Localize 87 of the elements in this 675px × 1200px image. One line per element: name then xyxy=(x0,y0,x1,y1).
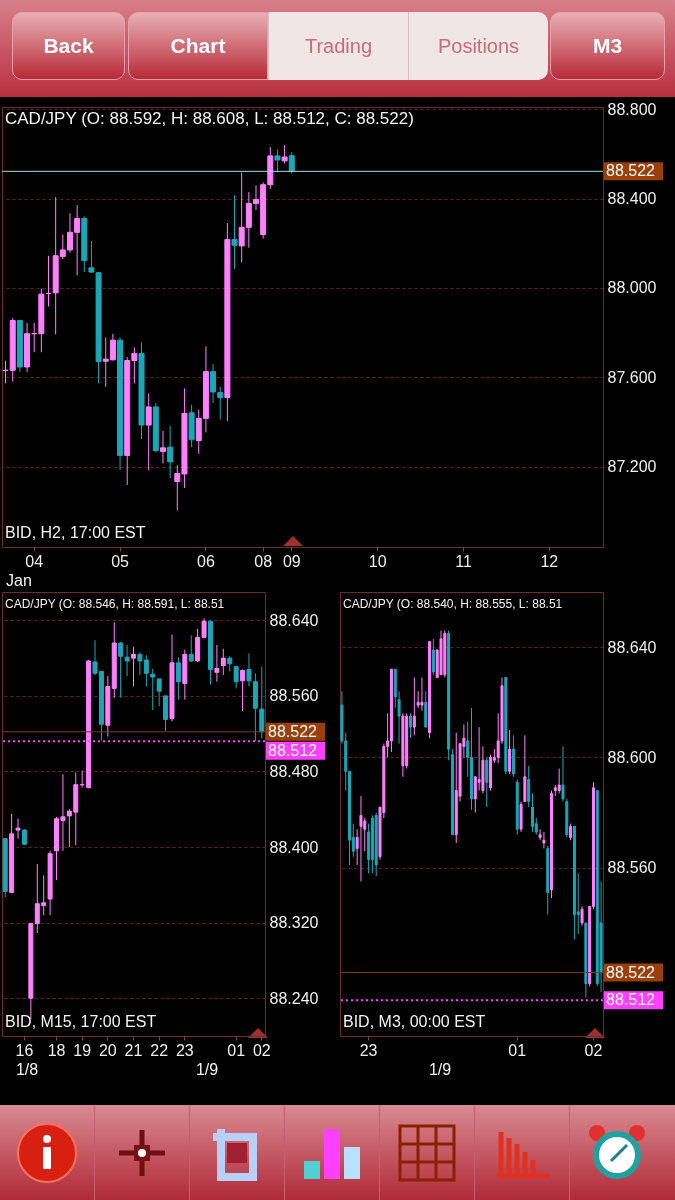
timeframe-button: M3 xyxy=(550,12,665,80)
candlestick xyxy=(530,792,534,833)
y-tick-label: 88.400 xyxy=(607,190,657,208)
y-tick-label: 88.400 xyxy=(269,838,319,856)
candlestick xyxy=(281,144,288,165)
x-tick-label: 02 xyxy=(584,1041,603,1059)
text: BID, M3, 00:00 EST xyxy=(343,1013,486,1030)
candlestick xyxy=(124,644,130,677)
candlestick xyxy=(485,756,489,808)
x-tick-label: 20 xyxy=(98,1041,117,1059)
text: 1/9 xyxy=(428,1061,452,1078)
candlestick xyxy=(359,795,363,883)
candlestick xyxy=(175,656,181,701)
y-tick-label: 88.320 xyxy=(269,914,319,932)
y-tick-label: 88.240 xyxy=(269,989,319,1007)
candlestick xyxy=(431,638,435,676)
candlestick xyxy=(156,678,162,707)
candlestick xyxy=(580,905,584,927)
ref-line-label: 88.522 xyxy=(606,162,656,180)
candlestick xyxy=(131,646,136,687)
candlestick xyxy=(118,641,124,699)
x-tick-label: 01 xyxy=(508,1041,527,1059)
candlestick xyxy=(15,818,21,840)
ref-line-label: 88.522 xyxy=(268,722,318,740)
x-tick-label: 04 xyxy=(25,552,44,570)
y-tick-label: 87.200 xyxy=(607,458,657,476)
y-tick-label: 88.640 xyxy=(607,638,657,656)
back-button: Back xyxy=(12,12,125,80)
text: BID, H2, 17:00 EST xyxy=(5,524,146,541)
y-tick-label: 88.000 xyxy=(607,279,657,297)
candlestick xyxy=(167,425,174,479)
candlestick xyxy=(527,765,531,808)
x-tick-label: 02 xyxy=(252,1041,271,1059)
y-tick-label: 88.560 xyxy=(607,859,657,877)
y-tick-label: 88.560 xyxy=(269,687,319,705)
chart-title: CAD/JPY (O: 88.546, H: 88.591, L: 88.51 xyxy=(5,597,225,611)
candlestick xyxy=(240,668,246,712)
chart-tab: Chart xyxy=(128,12,268,80)
candlestick xyxy=(557,768,561,794)
text: 1/8 xyxy=(15,1061,39,1078)
positions-tab: Positions xyxy=(408,12,548,80)
x-tick-label: 12 xyxy=(540,552,559,570)
candlestick xyxy=(288,151,295,175)
x-tick-label: 11 xyxy=(455,552,472,570)
candlestick xyxy=(409,712,413,739)
x-tick-label: 08 xyxy=(254,552,273,570)
x-tick-label: 23 xyxy=(359,1041,378,1059)
candlestick xyxy=(220,648,226,676)
x-tick-label: 23 xyxy=(175,1041,194,1059)
x-tick-label: 05 xyxy=(111,552,130,570)
trading-tab: Trading xyxy=(268,12,408,80)
candlestick xyxy=(231,194,238,270)
x-tick-label: 21 xyxy=(124,1041,143,1059)
candlestick xyxy=(214,644,220,683)
candlestick xyxy=(508,729,512,775)
candlestick xyxy=(233,666,239,689)
text: BID, M15, 17:00 EST xyxy=(5,1013,157,1030)
candlestick xyxy=(542,831,546,849)
x-tick-label: 22 xyxy=(150,1041,169,1059)
y-tick-label: 88.800 xyxy=(607,100,657,118)
ref-line-label: 88.512 xyxy=(606,991,656,1009)
ref-line-label: 88.522 xyxy=(606,963,656,981)
ref-line-label: 88.512 xyxy=(268,741,318,759)
candlestick xyxy=(163,695,169,732)
candlestick xyxy=(150,668,156,711)
x-tick-label: 10 xyxy=(368,552,387,570)
chart-title: CAD/JPY (O: 88.540, H: 88.555, L: 88.51 xyxy=(343,597,563,611)
x-tick-label: 16 xyxy=(15,1041,34,1059)
chart-title: CAD/JPY (O: 88.592, H: 88.608, L: 88.512, C: 88.522) xyxy=(5,109,414,128)
x-tick-label: 09 xyxy=(282,552,301,570)
candlestick xyxy=(274,148,281,173)
y-tick-label: 88.640 xyxy=(269,611,319,629)
y-tick-label: 88.600 xyxy=(607,748,657,766)
candlestick xyxy=(159,430,166,464)
y-tick-label: 87.600 xyxy=(607,368,657,386)
candlestick xyxy=(412,676,416,736)
candlestick xyxy=(246,652,252,687)
candlestick xyxy=(420,676,424,712)
candlestick xyxy=(188,634,194,663)
x-tick-label: 01 xyxy=(227,1041,246,1059)
x-tick-label: 06 xyxy=(197,552,215,570)
y-tick-label: 88.480 xyxy=(269,762,319,780)
x-tick-label: 18 xyxy=(47,1041,66,1059)
text: Jan xyxy=(6,572,32,589)
candlestick xyxy=(145,392,152,471)
x-tick-label: 19 xyxy=(73,1041,92,1059)
text: 1/9 xyxy=(195,1061,219,1078)
